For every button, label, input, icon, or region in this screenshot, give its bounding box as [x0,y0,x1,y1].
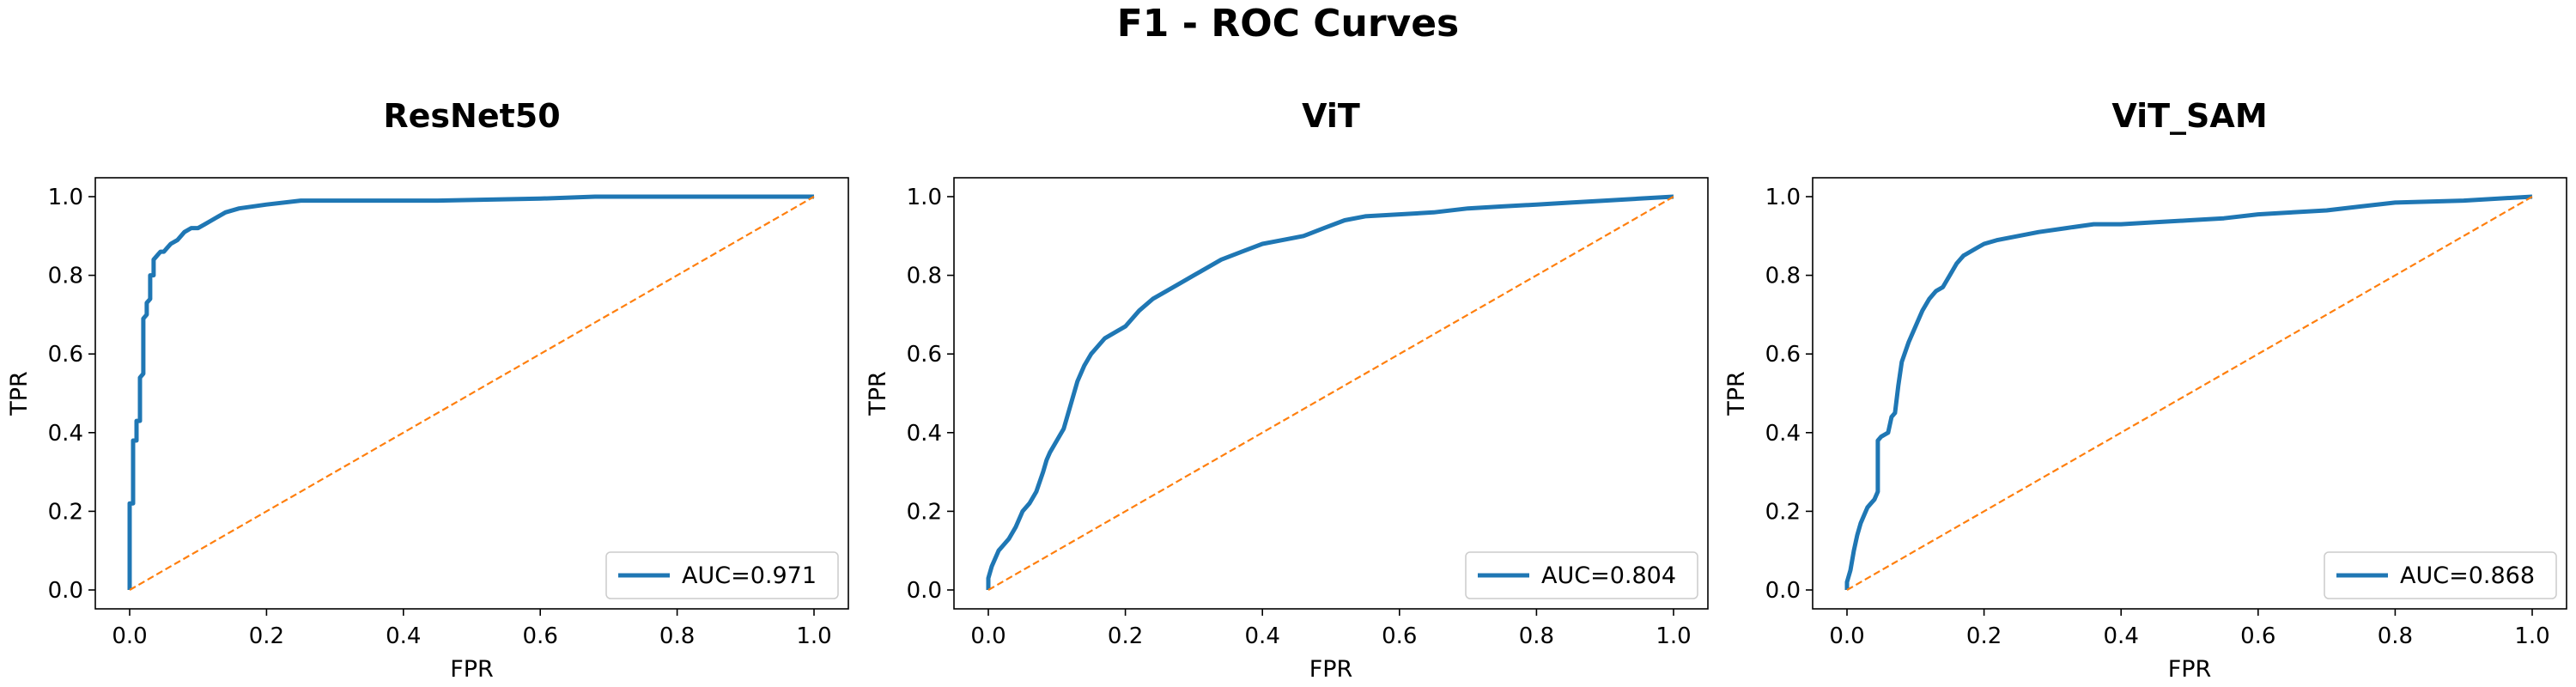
y-tick-label: 1.0 [1765,185,1801,210]
plot-frame [953,177,1709,610]
y-tick-label: 0.2 [48,499,83,525]
x-tick-label: 0.0 [112,623,147,649]
legend-label: AUC=0.868 [2400,562,2535,589]
x-tick-label: 1.0 [1656,623,1691,649]
roc-curve [1844,194,2533,590]
chance-line [987,196,1674,591]
y-tick-label: 0.4 [907,421,942,447]
x-tick-label: 0.6 [523,623,558,649]
x-tick-label: 0.6 [2240,623,2275,649]
x-tick-label: 0.8 [659,623,695,649]
y-tick-label: 0.6 [1765,342,1801,368]
y-tick-label: 0.2 [1765,499,1801,525]
chart-2: ViT 0.0 0.2 0.4 0.6 0.8 1.0 0.0 0.2 0.4 0.6 0.8 1.0 F… [865,97,1709,683]
x-tick-label: 0.6 [1382,623,1417,649]
y-axis-label: TPR [6,371,33,416]
x-axis-label: FPR [1309,656,1353,683]
y-tick-label: 0.4 [1765,421,1801,447]
y-tick-label: 0.0 [1765,578,1801,604]
chance-line [129,196,815,591]
y-tick-label: 0.8 [48,264,83,289]
legend: AUC=0.868 [2324,551,2557,599]
subplot-title: ViT [1302,97,1360,135]
y-axis-label: TPR [865,371,891,416]
figure-title: F1 - ROC Curves [1116,2,1460,46]
legend-box [2324,551,2557,599]
legend: AUC=0.804 [1465,551,1698,599]
plot-frame [1812,177,2567,610]
x-tick-label: 1.0 [2514,623,2549,649]
y-axis-label: TPR [1723,371,1750,416]
chart-3: ViT_SAM 0.0 0.2 0.4 0.6 0.8 1.0 0.0 0.2 0.4 0.6 0.8… [1723,97,2567,683]
y-tick-label: 0.0 [48,578,83,604]
y-tick-label: 0.0 [907,578,942,604]
y-tick-label: 1.0 [907,185,942,210]
y-tick-label: 0.8 [907,264,942,289]
x-axis-label: FPR [450,656,494,683]
plot-frame [94,177,849,610]
roc-curve [127,194,814,590]
x-tick-label: 0.2 [1966,623,2002,649]
legend-label: AUC=0.971 [682,562,817,589]
roc-curve [986,194,1674,590]
x-tick-label: 0.4 [1245,623,1280,649]
x-tick-label: 0.4 [2104,623,2139,649]
x-tick-label: 0.2 [1108,623,1143,649]
chance-line [1846,196,2533,591]
x-tick-label: 0.4 [386,623,421,649]
x-tick-label: 0.0 [970,623,1005,649]
legend: AUC=0.971 [605,551,839,599]
x-axis-label: FPR [2168,656,2212,683]
y-tick-label: 0.8 [1765,264,1801,289]
y-tick-label: 0.6 [48,342,83,368]
legend-label: AUC=0.804 [1541,562,1676,589]
x-tick-label: 1.0 [796,623,831,649]
subplot-title: ViT_SAM [2111,97,2267,135]
x-tick-label: 0.2 [249,623,284,649]
y-tick-label: 0.2 [907,499,942,525]
y-tick-label: 0.4 [48,421,83,447]
y-tick-label: 0.6 [907,342,942,368]
y-tick-label: 1.0 [48,185,83,210]
x-tick-label: 0.8 [2378,623,2413,649]
x-tick-label: 0.0 [1829,623,1864,649]
chart-1: ResNet50 0.0 0.2 0.4 0.6 0.8 1.0 0.0 0.2 0.4 0.6 0.… [6,97,849,683]
legend-box [1465,551,1698,599]
x-tick-label: 0.8 [1519,623,1554,649]
legend-box [605,551,839,599]
subplot-title: ResNet50 [383,97,560,135]
